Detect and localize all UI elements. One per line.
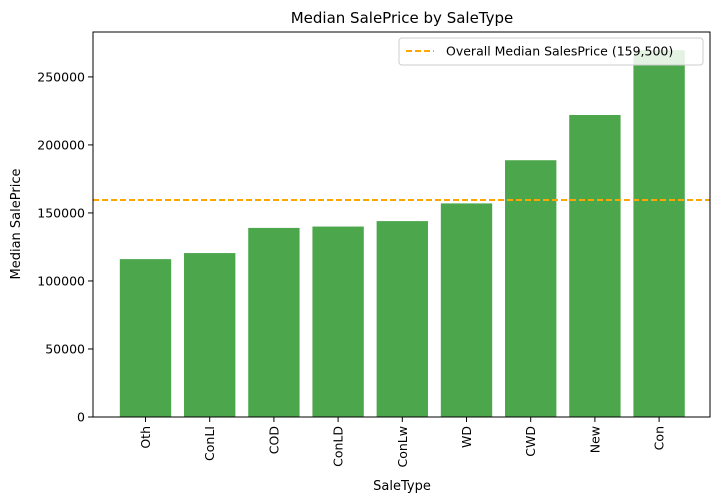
bar-oth [119,259,172,417]
plot-frame [92,31,711,418]
x-tick-label: ConLw [395,426,410,468]
x-tick-label: ConLD [331,426,346,467]
y-axis-label: Median SalePrice [9,169,24,280]
x-tick-label: COD [266,426,281,454]
bar-wd [440,203,493,417]
x-tick-label: New [587,426,602,453]
y-tick-label: 0 [77,410,85,425]
bar-new [569,114,621,417]
legend-label: Overall Median SalesPrice (159,500) [446,44,673,59]
x-axis-label: SaleType [373,479,431,494]
bar-cwd [505,160,557,417]
x-axis: Oth ConLI COD ConLD ConLw WD CWD New Con [138,417,667,468]
bar-con [633,50,685,418]
bar-cod [248,227,300,417]
x-tick-label: Oth [138,426,153,449]
bar-conli [184,253,236,417]
legend-box [398,37,704,66]
x-tick-label: WD [459,426,474,448]
x-tick-label: CWD [523,426,538,457]
bar-conlw [376,221,428,417]
y-tick-label: 150000 [37,205,85,220]
y-tick-label: 50000 [45,341,85,356]
x-tick-label: Con [652,426,667,450]
y-tick-label: 200000 [37,137,85,152]
y-axis: 0 50000 100000 150000 200000 250000 [37,69,93,425]
bars-group [119,50,685,418]
bar-conld [312,226,364,417]
y-tick-label: 100000 [37,273,85,288]
x-tick-label: ConLI [202,426,217,461]
legend: Overall Median SalesPrice (159,500) [398,37,704,66]
y-tick-label: 250000 [37,69,85,84]
chart-title: Median SalePrice by SaleType [291,9,514,27]
